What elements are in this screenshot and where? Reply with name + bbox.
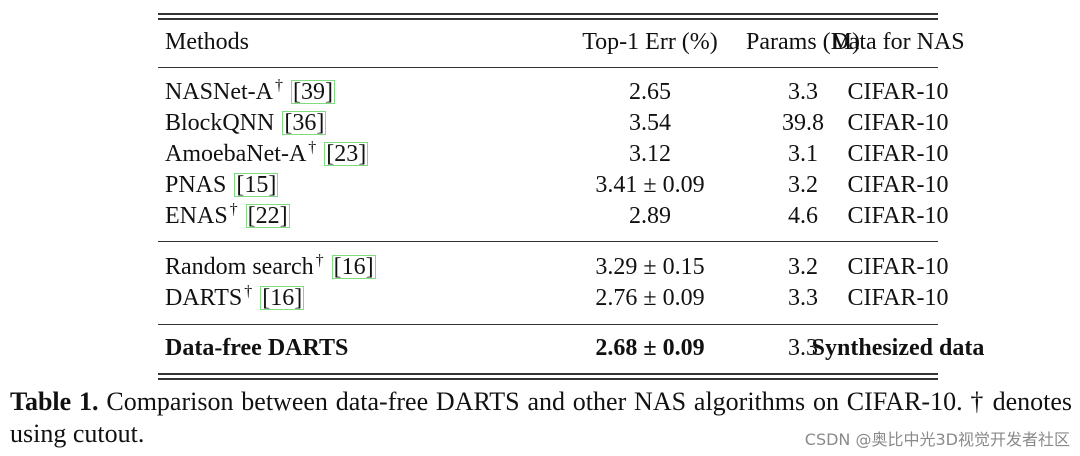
- params-cell: 39.8: [782, 110, 824, 136]
- method-name: Random search: [165, 254, 314, 280]
- table-row: Random search † [16] 3.29 ± 0.15 3.2 CIFAR-10: [158, 252, 948, 285]
- citation: [36]: [282, 110, 327, 136]
- method-cell: AmoebaNet-A † [23]: [165, 139, 369, 172]
- caption: Table 1. Comparison between data-free DA…: [10, 386, 1072, 450]
- dagger: †: [308, 139, 317, 156]
- table-row: PNAS [15] 3.41 ± 0.09 3.2 CIFAR-10: [158, 170, 948, 200]
- method-name: AmoebaNet-A: [165, 141, 307, 167]
- data-cell: CIFAR-10: [847, 254, 949, 280]
- bottom-rule: [158, 373, 938, 375]
- data-cell: CIFAR-10: [847, 141, 949, 167]
- method-name: Data-free DARTS: [165, 335, 349, 361]
- method-cell: DARTS † [16]: [165, 283, 305, 316]
- citation: [22]: [245, 203, 290, 229]
- citation: [16]: [331, 254, 376, 280]
- watermark: CSDN @奥比中光3D视觉开发者社区: [804, 426, 1070, 450]
- method-cell: Data-free DARTS: [165, 333, 348, 363]
- mid-rule: [158, 324, 938, 325]
- bottom-rule: [158, 378, 938, 380]
- data-cell: CIFAR-10: [847, 79, 949, 105]
- top-rule: [158, 18, 938, 20]
- header-row: Methods Top-1 Err (%) Params (M) Data fo…: [158, 27, 965, 57]
- method-cell: Random search † [16]: [165, 252, 376, 285]
- data-cell: CIFAR-10: [847, 110, 949, 136]
- table-row: BlockQNN [36] 3.54 39.8 CIFAR-10: [158, 108, 948, 138]
- citation: [39]: [291, 79, 335, 105]
- mid-rule: [158, 67, 938, 68]
- params-cell: 3.3: [788, 285, 818, 311]
- citation: [15]: [234, 172, 279, 198]
- table-row: NASNet-A † [39] 2.65 3.3 CIFAR-10: [158, 77, 948, 110]
- data-cell: CIFAR-10: [847, 172, 949, 198]
- table-row: ENAS † [22] 2.89 4.6 CIFAR-10: [158, 201, 948, 234]
- method-name: BlockQNN: [165, 110, 275, 136]
- table-row: DARTS † [16] 2.76 ± 0.09 3.3 CIFAR-10: [158, 283, 948, 316]
- caption-label: Table 1.: [10, 387, 99, 416]
- params-cell: 3.3: [788, 335, 818, 361]
- params-cell: 4.6: [788, 203, 818, 229]
- params-cell: 3.2: [788, 172, 818, 198]
- err-cell: 3.29 ± 0.15: [595, 254, 705, 280]
- citation: [16]: [260, 285, 305, 311]
- method-name: NASNet-A: [165, 79, 273, 105]
- err-cell: 3.12: [629, 141, 671, 167]
- data-cell: CIFAR-10: [847, 203, 949, 229]
- header-cell: Top-1 Err (%): [582, 29, 718, 55]
- top-rule: [158, 13, 938, 15]
- err-cell: 3.41 ± 0.09: [595, 172, 705, 198]
- data-cell: Synthesized data: [811, 335, 985, 361]
- err-cell: 2.65: [629, 79, 671, 105]
- method-name: ENAS: [165, 203, 228, 229]
- err-cell: 2.89: [629, 203, 671, 229]
- data-cell: CIFAR-10: [847, 285, 949, 311]
- params-cell: 3.3: [788, 79, 818, 105]
- err-cell: 2.68 ± 0.09: [595, 335, 705, 361]
- method-cell: PNAS [15]: [165, 170, 279, 200]
- params-cell: 3.2: [788, 254, 818, 280]
- method-cell: ENAS † [22]: [165, 201, 290, 234]
- header-cell: Methods: [165, 29, 249, 55]
- dagger: †: [244, 283, 253, 300]
- method-cell: NASNet-A † [39]: [165, 77, 335, 110]
- method-name: DARTS: [165, 285, 243, 311]
- caption-text: Comparison between data-free DARTS and o…: [10, 387, 1072, 448]
- method-cell: BlockQNN [36]: [165, 108, 327, 138]
- params-cell: 3.1: [788, 141, 818, 167]
- citation: [23]: [324, 141, 369, 167]
- method-name: PNAS: [165, 172, 227, 198]
- dagger: †: [229, 201, 238, 218]
- header-cell: Data for NAS: [831, 29, 965, 55]
- table-row: AmoebaNet-A † [23] 3.12 3.1 CIFAR-10: [158, 139, 948, 172]
- header-cell: Params (M): [746, 29, 860, 55]
- table-row: Data-free DARTS 2.68 ± 0.09 3.3 Synthesized…: [158, 333, 984, 363]
- err-cell: 3.54: [629, 110, 671, 136]
- dagger: †: [275, 77, 283, 94]
- err-cell: 2.76 ± 0.09: [595, 285, 705, 311]
- mid-rule: [158, 241, 938, 242]
- dagger: †: [315, 252, 324, 269]
